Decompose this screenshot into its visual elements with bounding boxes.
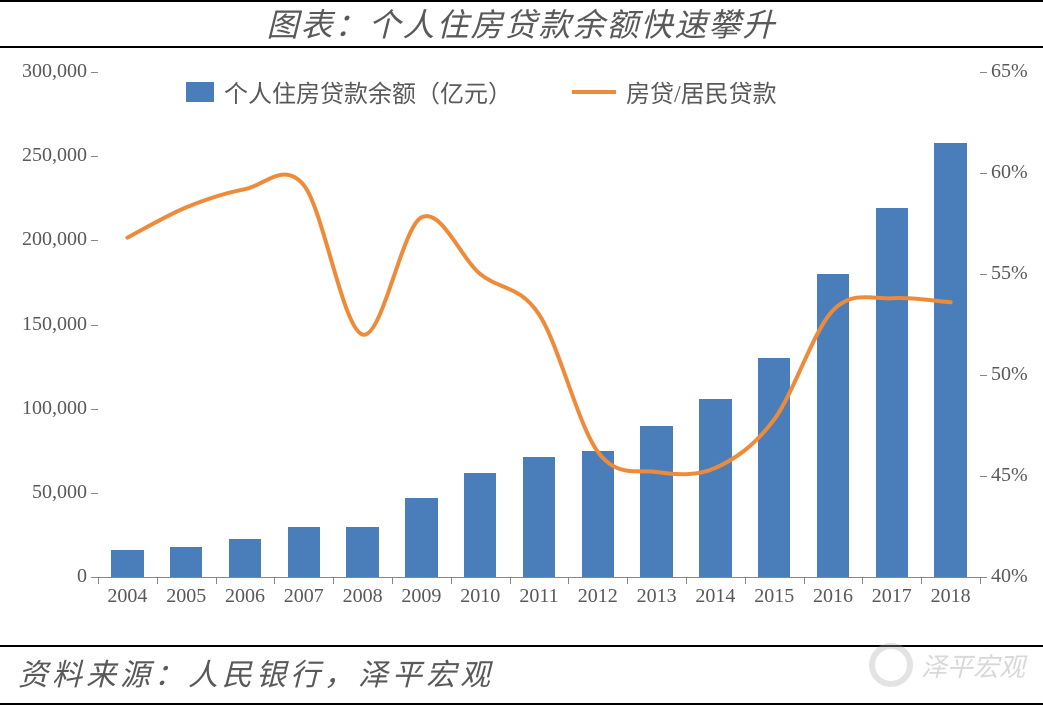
chart-title: 图表：个人住房贷款余额快速攀升 xyxy=(266,7,776,43)
x-tick xyxy=(157,577,158,584)
y-left-label: 300,000 xyxy=(0,60,87,83)
watermark-text: 泽平宏观 xyxy=(921,647,1025,684)
x-label: 2006 xyxy=(225,585,265,608)
x-label: 2013 xyxy=(637,585,677,608)
y-left-label: 150,000 xyxy=(0,313,87,336)
y-left-tick xyxy=(91,240,98,241)
x-label: 2017 xyxy=(872,585,912,608)
y-left-tick xyxy=(91,72,98,73)
x-tick xyxy=(510,577,511,584)
x-label: 2014 xyxy=(695,585,735,608)
x-label: 2008 xyxy=(343,585,383,608)
figure-container: 图表：个人住房贷款余额快速攀升 0 50,000 100,000 150,000 200… xyxy=(0,0,1043,705)
x-tick xyxy=(627,577,628,584)
y-left-tick xyxy=(91,156,98,157)
y-left-tick xyxy=(91,409,98,410)
y-right-label: 65% xyxy=(991,60,1028,83)
y-right-tick xyxy=(980,173,987,174)
x-tick xyxy=(921,577,922,584)
y-left-tick xyxy=(91,493,98,494)
legend-bar-swatch xyxy=(186,82,214,102)
y-left-tick xyxy=(91,325,98,326)
legend: 个人住房贷款余额（亿元） 房贷/居民贷款 xyxy=(186,74,777,109)
y-right-label: 45% xyxy=(991,464,1028,487)
chart-title-row: 图表：个人住房贷款余额快速攀升 xyxy=(0,0,1043,48)
y-left-label: 100,000 xyxy=(0,397,87,420)
x-label: 2004 xyxy=(107,585,147,608)
line-series xyxy=(127,175,950,475)
y-right-tick xyxy=(980,577,987,578)
y-left-tick xyxy=(91,577,98,578)
x-tick xyxy=(274,577,275,584)
x-tick xyxy=(451,577,452,584)
wechat-icon xyxy=(869,643,913,687)
x-label: 2011 xyxy=(519,585,558,608)
chart-area: 0 50,000 100,000 150,000 200,000 250,000 300,0… xyxy=(0,50,1043,640)
x-label: 2012 xyxy=(578,585,618,608)
x-label: 2016 xyxy=(813,585,853,608)
x-label: 2015 xyxy=(754,585,794,608)
x-tick xyxy=(745,577,746,584)
y-right-label: 60% xyxy=(991,161,1028,184)
y-right-tick xyxy=(980,72,987,73)
y-left-label: 250,000 xyxy=(0,144,87,167)
x-label: 2009 xyxy=(401,585,441,608)
legend-label: 房贷/居民贷款 xyxy=(626,74,777,109)
x-label: 2007 xyxy=(284,585,324,608)
y-right-label: 50% xyxy=(991,363,1028,386)
legend-line-swatch xyxy=(572,90,616,94)
x-axis xyxy=(98,577,980,578)
y-right-tick xyxy=(980,274,987,275)
x-tick xyxy=(333,577,334,584)
x-tick xyxy=(686,577,687,584)
legend-item: 个人住房贷款余额（亿元） xyxy=(186,74,512,109)
y-right-tick xyxy=(980,375,987,376)
source-text: 资料来源：人民银行，泽平宏观 xyxy=(18,659,494,692)
x-tick xyxy=(216,577,217,584)
legend-item: 房贷/居民贷款 xyxy=(572,74,777,109)
y-right-label: 55% xyxy=(991,262,1028,285)
x-tick xyxy=(98,577,99,584)
x-label: 2005 xyxy=(166,585,206,608)
x-tick xyxy=(980,577,981,584)
x-tick xyxy=(392,577,393,584)
x-tick xyxy=(568,577,569,584)
y-left-label: 50,000 xyxy=(0,481,87,504)
line-layer xyxy=(0,50,1043,640)
x-label: 2018 xyxy=(931,585,971,608)
legend-label: 个人住房贷款余额（亿元） xyxy=(224,74,512,109)
y-left-label: 0 xyxy=(0,565,87,588)
y-right-label: 40% xyxy=(991,565,1028,588)
watermark: 泽平宏观 xyxy=(869,637,1025,693)
x-tick xyxy=(804,577,805,584)
y-left-label: 200,000 xyxy=(0,228,87,251)
x-tick xyxy=(862,577,863,584)
y-right-tick xyxy=(980,476,987,477)
x-label: 2010 xyxy=(460,585,500,608)
